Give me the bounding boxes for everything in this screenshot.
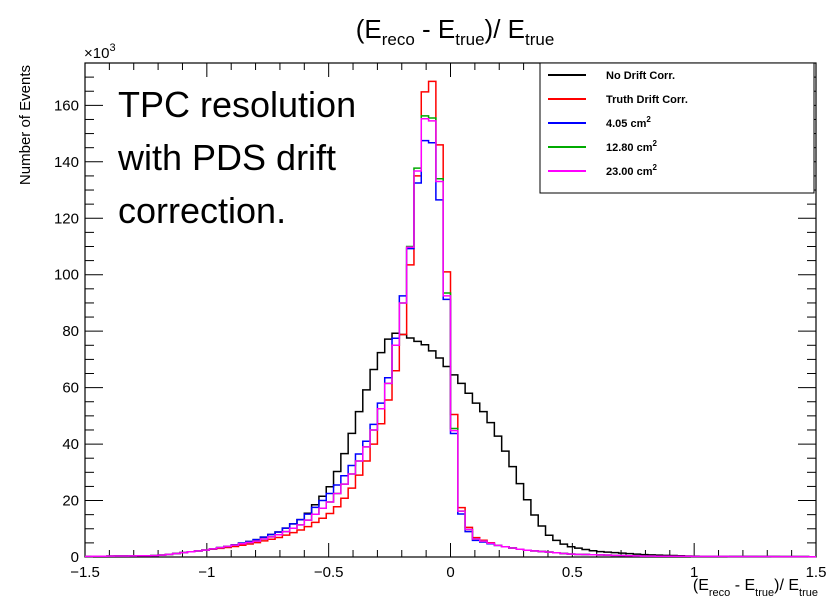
legend-label-5: 23.00 cm2 bbox=[606, 163, 657, 178]
x-tick-label: −1 bbox=[198, 564, 215, 581]
annotation-line-3: correction. bbox=[118, 190, 286, 231]
legend-label-2: Truth Drift Corr. bbox=[606, 94, 688, 106]
x-tick-label: 0 bbox=[446, 564, 454, 581]
x-tick-label: −1.5 bbox=[70, 564, 100, 581]
x-tick-label: −0.5 bbox=[314, 564, 344, 581]
y-tick-label: 140 bbox=[54, 154, 79, 171]
legend: No Drift Corr. Truth Drift Corr. 4.05 cm2 1… bbox=[540, 63, 814, 193]
x-tick-label: 0.5 bbox=[562, 564, 583, 581]
y-tick-label: 20 bbox=[62, 493, 79, 510]
x-tick-label: 1 bbox=[690, 564, 698, 581]
y-tick-label: 40 bbox=[62, 436, 79, 453]
y-axis-label: Number of Events bbox=[17, 65, 34, 185]
x-tick-label: 1.5 bbox=[806, 564, 827, 581]
y-tick-label: 100 bbox=[54, 267, 79, 284]
y-tick-label: 60 bbox=[62, 380, 79, 397]
legend-label-4: 12.80 cm2 bbox=[606, 139, 657, 154]
legend-label-1: No Drift Corr. bbox=[606, 70, 675, 82]
y-tick-label: 0 bbox=[71, 549, 79, 566]
y-tick-label: 80 bbox=[62, 323, 79, 340]
annotation-line-1: TPC resolution bbox=[118, 84, 356, 125]
y-tick-label: 120 bbox=[54, 210, 79, 227]
y-tick-label: 160 bbox=[54, 97, 79, 114]
annotation-line-2: with PDS drift bbox=[117, 137, 336, 178]
legend-label-3: 4.05 cm2 bbox=[606, 115, 651, 130]
legend-box bbox=[540, 63, 814, 193]
